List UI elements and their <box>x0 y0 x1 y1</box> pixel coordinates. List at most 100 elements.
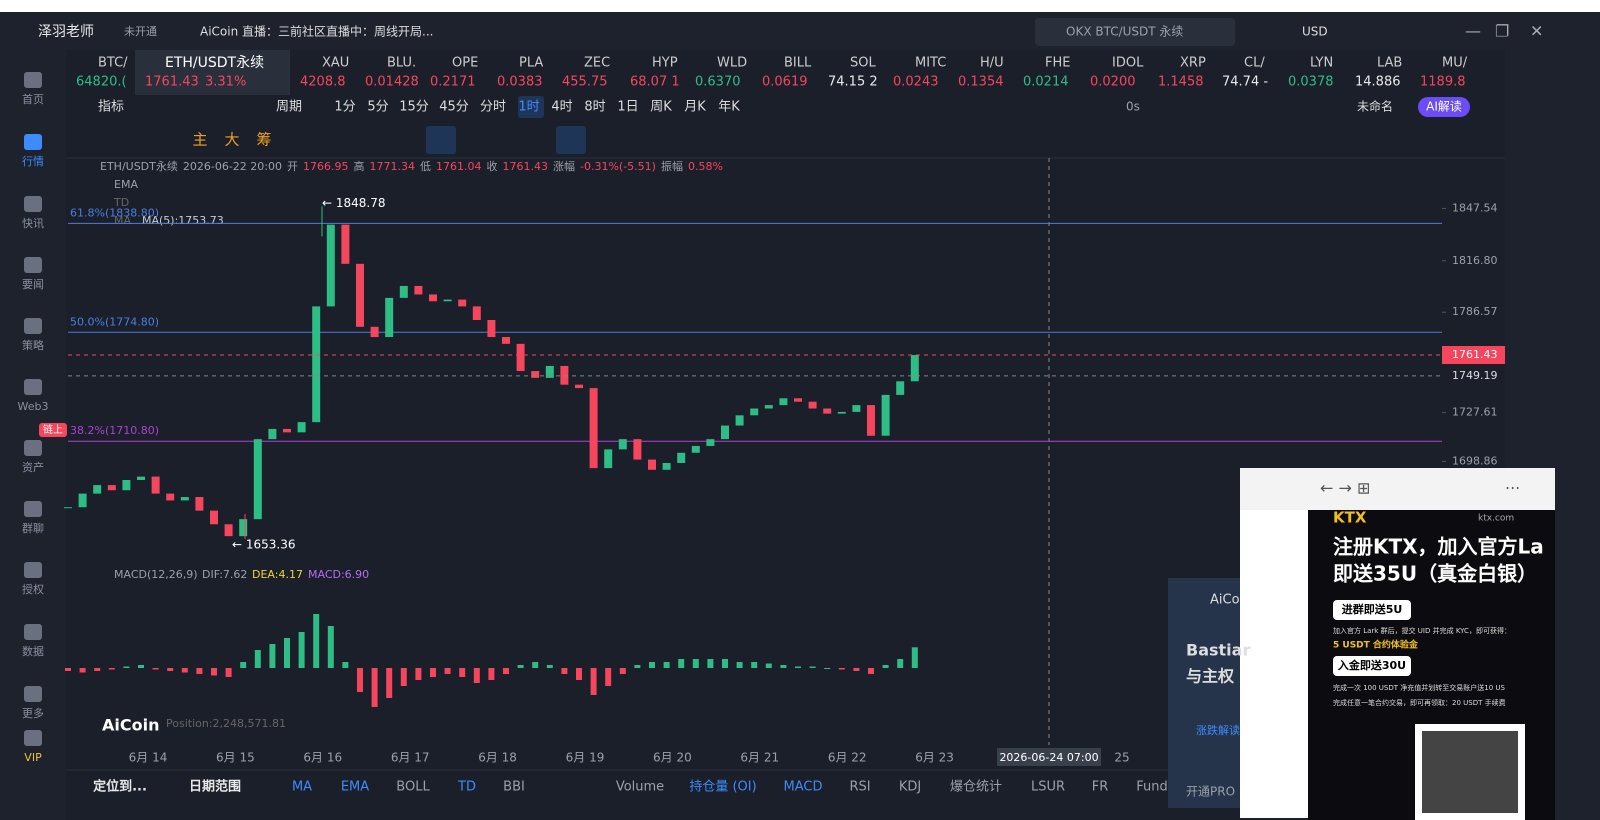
ad-logo: KTX <box>1333 509 1367 527</box>
sidebar-item[interactable]: 首页 <box>22 92 44 106</box>
bottom-tab[interactable]: BOLL <box>396 780 430 795</box>
macd-bar <box>517 665 524 668</box>
timeframe[interactable]: 分时 <box>480 100 506 115</box>
ai-button-label[interactable]: AI解读 <box>1426 100 1462 114</box>
sidebar-item[interactable]: 行情 <box>22 155 44 168</box>
ticker-name[interactable]: BTC/ <box>98 56 128 71</box>
ticker-name[interactable]: FHE <box>1045 56 1070 71</box>
tool[interactable]: 主 <box>192 131 207 149</box>
bottom-tab[interactable]: 持仓量 (OI) <box>689 780 756 795</box>
bottom-tab[interactable]: 定位到... <box>92 779 147 795</box>
ticker-price: 0.2171 <box>430 75 476 90</box>
ai-button[interactable] <box>1418 97 1470 117</box>
bottom-tab[interactable]: BBI <box>503 780 525 795</box>
search-box[interactable] <box>1035 18 1235 46</box>
candle <box>779 398 788 406</box>
ticker-name[interactable]: ZEC <box>584 56 610 71</box>
timeframe[interactable]: 年K <box>718 100 740 115</box>
ticker-name[interactable]: BLU. <box>387 56 416 71</box>
ticker-name[interactable]: HYP <box>652 56 678 71</box>
tool[interactable]: 大 <box>224 131 239 149</box>
bottom-tab[interactable]: FR <box>1092 780 1109 795</box>
sidebar-item[interactable]: VIP <box>24 751 42 764</box>
ticker-name[interactable]: MITC <box>915 56 946 71</box>
candle <box>107 485 116 491</box>
timeframe[interactable]: 1日 <box>617 100 638 115</box>
bottom-tab[interactable]: TD <box>457 780 476 795</box>
live-banner[interactable]: AiCoin 直播：三前社区直播中：周线开局... <box>200 24 433 39</box>
nav-icons[interactable]: ← → ⊞ <box>1320 479 1370 498</box>
bottom-tab[interactable]: EMA <box>341 780 369 795</box>
timeframe[interactable]: 月K <box>684 100 706 115</box>
timeframe[interactable]: 8时 <box>584 100 605 115</box>
bottom-tab[interactable]: 爆仓统计 <box>950 780 1002 795</box>
timeframe[interactable]: 1时 <box>518 100 539 115</box>
currency[interactable]: USD <box>1302 25 1328 39</box>
last-price-box <box>1442 346 1505 365</box>
layout-name[interactable]: 未命名 <box>1357 99 1393 114</box>
timeframe[interactable]: 45分 <box>439 100 469 115</box>
indicator: TD <box>113 196 129 209</box>
macd-bar <box>240 662 247 668</box>
ticker-name[interactable]: XAU <box>322 56 349 71</box>
toolbar-item[interactable]: 周期 <box>276 100 302 115</box>
sidebar-item[interactable]: 群聊 <box>22 521 44 535</box>
tool[interactable]: 筹 <box>256 131 271 149</box>
more[interactable]: ··· <box>1505 479 1520 498</box>
sidebar-item[interactable]: 要闻 <box>22 277 44 291</box>
ticker-name[interactable]: PLA <box>519 56 543 71</box>
popup-pro[interactable]: 开通PRO <box>1186 785 1235 799</box>
sidebar-item[interactable]: 数据 <box>22 644 44 658</box>
ticker-name[interactable]: OPE <box>452 56 478 71</box>
active-timeframe[interactable] <box>518 96 544 118</box>
info-part: 2026-06-22 20:00 <box>183 160 282 173</box>
sidebar-item[interactable]: Web3 <box>18 400 49 413</box>
sidebar-item[interactable]: 策略 <box>22 338 44 352</box>
bottom-tab[interactable]: KDJ <box>899 780 921 795</box>
active-ticker[interactable] <box>135 50 290 95</box>
ticker-name[interactable]: XRP <box>1180 56 1206 71</box>
macd-bar <box>298 632 305 668</box>
active-tool[interactable] <box>426 126 456 154</box>
x-tick-label: 6月 15 <box>216 751 255 765</box>
ticker-name[interactable]: MU/ <box>1442 56 1468 71</box>
window-controls[interactable]: — <box>1465 22 1481 41</box>
active-tool[interactable] <box>556 126 586 154</box>
bottom-tab[interactable]: 日期范围 <box>189 779 241 795</box>
ticker-name[interactable]: IDOL <box>1112 56 1144 71</box>
sidebar-item[interactable]: 资产 <box>22 460 44 474</box>
bottom-tab[interactable]: MA <box>292 780 312 795</box>
timeframe[interactable]: 4时 <box>551 100 572 115</box>
macd-bar <box>444 668 451 674</box>
sidebar-icon <box>24 562 42 578</box>
ticker-name[interactable]: ETH/USDT永续 <box>165 54 264 71</box>
search-text[interactable]: OKX BTC/USDT 永续 <box>1066 25 1183 39</box>
ticker-name[interactable]: CL/ <box>1244 56 1265 71</box>
sidebar-item[interactable]: 授权 <box>22 582 44 596</box>
timeframe[interactable]: 1分 <box>334 100 355 115</box>
bottom-tab[interactable]: MACD <box>784 780 823 795</box>
sidebar-item[interactable]: 快讯 <box>22 217 44 230</box>
info-part: 1761.43 <box>503 160 549 173</box>
ticker-name[interactable]: WLD <box>717 56 747 71</box>
window-controls[interactable]: ❐ <box>1495 22 1509 41</box>
ticker-name[interactable]: LYN <box>1310 56 1333 71</box>
timeframe[interactable]: 5分 <box>367 100 388 115</box>
ticker-name[interactable]: BILL <box>784 56 812 71</box>
macd-dif: DIF:7.62 <box>202 568 247 581</box>
timeframe[interactable]: 周K <box>650 100 672 115</box>
badge-bg <box>39 423 67 437</box>
ticker-name[interactable]: H/U <box>980 56 1004 71</box>
macd-bar <box>284 638 290 668</box>
window-controls[interactable]: ✕ <box>1530 22 1543 41</box>
ticker-name[interactable]: SOL <box>850 56 876 71</box>
toolbar-item[interactable]: 指标 <box>98 100 124 115</box>
bottom-tab[interactable]: LSUR <box>1031 780 1065 795</box>
timeframe[interactable]: 15分 <box>399 100 429 115</box>
sidebar-item[interactable]: 更多 <box>22 706 44 720</box>
bottom-tab[interactable]: Volume <box>616 780 664 795</box>
ticker-name[interactable]: LAB <box>1377 56 1402 71</box>
bottom-tab[interactable]: Fund <box>1136 780 1168 795</box>
bottom-tab[interactable]: RSI <box>849 780 870 795</box>
macd-bar <box>853 668 860 671</box>
